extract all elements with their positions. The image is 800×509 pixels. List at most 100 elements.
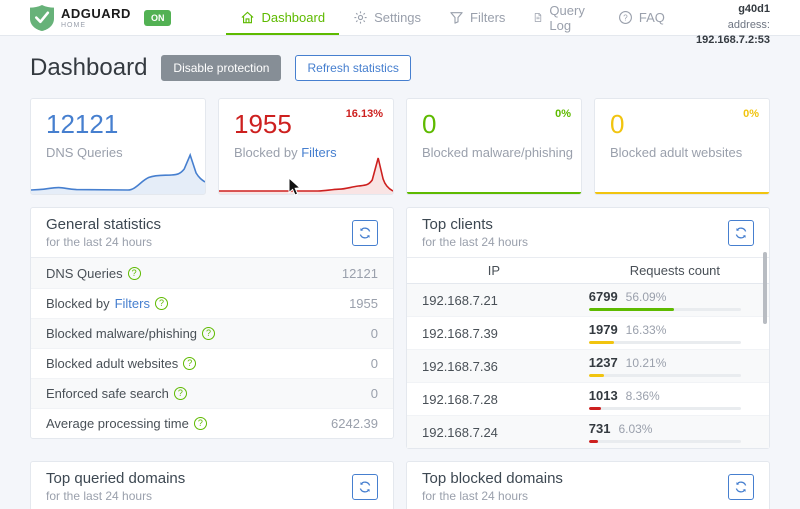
address-line: address: 192.168.7.2:53 [695,18,770,47]
scrollbar-thumb[interactable] [763,252,767,324]
blocked-malware-percent: 0% [555,108,571,120]
document-icon [535,13,542,22]
client-ip: 192.168.7.24 [422,424,498,440]
shield-icon [30,4,54,31]
blocked-filters-percent: 16.13% [345,108,383,120]
nav-label: Settings [374,10,422,25]
refresh-icon [735,227,747,238]
general-statistics-rows: DNS Queries? 12121 Blocked by Filters? 1… [31,258,393,438]
page-header: Dashboard Disable protection Refresh sta… [30,54,770,82]
top-blocked-domains-header: Top blocked domains for the last 24 hour… [407,462,769,509]
top-bar: ADGUARD HOME ON Dashboard Settings Filte… [0,0,800,46]
nav-item-dashboard[interactable]: Dashboard [226,0,340,35]
progress-track [588,407,741,410]
client-row: 192.168.7.21 6799 56.09% [407,284,769,316]
request-count: 1979 [588,322,618,337]
bottom-panels-row: Top queried domains for the last 24 hour… [30,461,770,509]
filters-link[interactable]: Filters [301,145,337,160]
nav-label: Dashboard [261,10,326,25]
help-icon[interactable]: ? [127,266,141,280]
refresh-statistics-button[interactable]: Refresh statistics [295,55,411,81]
blocked-filters-value: 1955 [234,109,292,139]
card-blocked-malware: 0 Blocked malware/phishing 0% [406,98,582,195]
client-ip: 192.168.7.36 [422,358,498,374]
request-percent: 56.09% [625,290,667,304]
nav-item-settings[interactable]: Settings [339,0,435,35]
help-icon[interactable]: ? [193,417,207,430]
request-count: 731 [588,421,611,436]
refresh-button[interactable] [352,473,378,500]
progress-fill [588,440,598,443]
top-clients-table-header: IP Requests count [407,258,769,284]
dns-queries-sparkline [31,152,205,194]
instance-info: version: v0.1-257-g40d1 address: 192.168… [679,0,770,49]
stat-row-value: 12121 [341,265,378,281]
progress-fill [588,374,605,377]
refresh-button[interactable] [352,219,378,246]
blocked-filters-label: Blocked by Filters [234,145,337,160]
brand-name: ADGUARD [61,5,131,21]
blocked-adult-value: 0 [610,109,625,139]
request-percent: 6.03% [618,422,653,436]
request-percent: 8.36% [625,389,660,403]
help-icon[interactable]: ? [202,327,216,340]
help-icon[interactable]: ? [173,387,187,400]
top-blocked-domains-panel: Top blocked domains for the last 24 hour… [406,461,770,509]
progress-fill [588,407,602,410]
client-requests: 731 6.03% [581,416,769,448]
dns-queries-label: DNS Queries [46,145,123,160]
stat-row-value: 0 [370,326,378,341]
stat-cards-row: 12121 DNS Queries 1955 Blocked by Filter… [30,98,770,195]
main-nav: Dashboard Settings Filters Query Log [226,0,678,35]
refresh-button[interactable] [728,473,754,500]
top-clients-rows: 192.168.7.21 6799 56.09% 192.168.7.39 197… [407,284,769,448]
panel-subtitle: for the last 24 hours [422,235,529,249]
blocked-malware-flatline [407,192,581,194]
client-ip: 192.168.7.39 [422,325,498,341]
refresh-button[interactable] [728,219,754,246]
stat-row-value: 0 [370,356,378,371]
panel-subtitle: for the last 24 hours [422,489,529,503]
request-count: 1237 [588,355,618,370]
nav-label: Query Log [549,2,585,33]
blocked-adult-label: Blocked adult websites [610,145,743,160]
card-blocked-by-filters: 1955 Blocked by Filters 16.13% [218,98,394,195]
stat-row-label: Blocked by Filters? [46,296,168,311]
nav-item-faq[interactable]: ? FAQ [604,0,679,35]
refresh-icon [735,481,747,492]
blocked-filters-sparkline [219,157,393,194]
client-ip: 192.168.7.28 [422,391,498,407]
version-line: version: v0.1-257-g40d1 [679,0,770,18]
blocked-adult-flatline [595,192,769,194]
client-requests: 1237 10.21% [581,350,769,382]
blocked-malware-value: 0 [422,109,437,139]
help-icon[interactable]: ? [183,357,197,370]
client-requests: 6799 56.09% [581,284,769,316]
table-scrollbar[interactable] [763,252,767,446]
refresh-icon [359,227,371,238]
stat-row-label: DNS Queries? [46,266,141,281]
stat-row-label: Blocked adult websites? [46,356,197,371]
progress-fill [588,308,675,311]
request-percent: 16.33% [625,323,667,337]
nav-item-query-log[interactable]: Query Log [519,0,603,35]
progress-fill [588,341,614,344]
question-circle-icon: ? [618,11,632,24]
nav-item-filters[interactable]: Filters [435,0,519,35]
column-header-ip: IP [487,263,501,278]
page-title: Dashboard [30,54,148,81]
stat-row: Blocked by Filters? 1955 [31,288,393,318]
stat-row: Enforced safe search? 0 [31,378,393,408]
version-value: v0.1-257-g40d1 [738,2,770,15]
filters-link[interactable]: Filters [114,296,150,311]
filter-funnel-icon [450,12,463,24]
client-row: 192.168.7.28 1013 8.36% [407,382,769,415]
stat-row-value: 1955 [349,296,378,311]
stat-row-label: Average processing time? [46,416,207,431]
help-icon[interactable]: ? [154,297,168,310]
general-statistics-header: General statistics for the last 24 hours [31,208,393,258]
disable-protection-button[interactable]: Disable protection [161,55,282,81]
client-row: 192.168.7.39 1979 16.33% [407,316,769,349]
dashboard-content: Dashboard Disable protection Refresh sta… [0,36,800,509]
brand-text: ADGUARD HOME [61,7,131,29]
